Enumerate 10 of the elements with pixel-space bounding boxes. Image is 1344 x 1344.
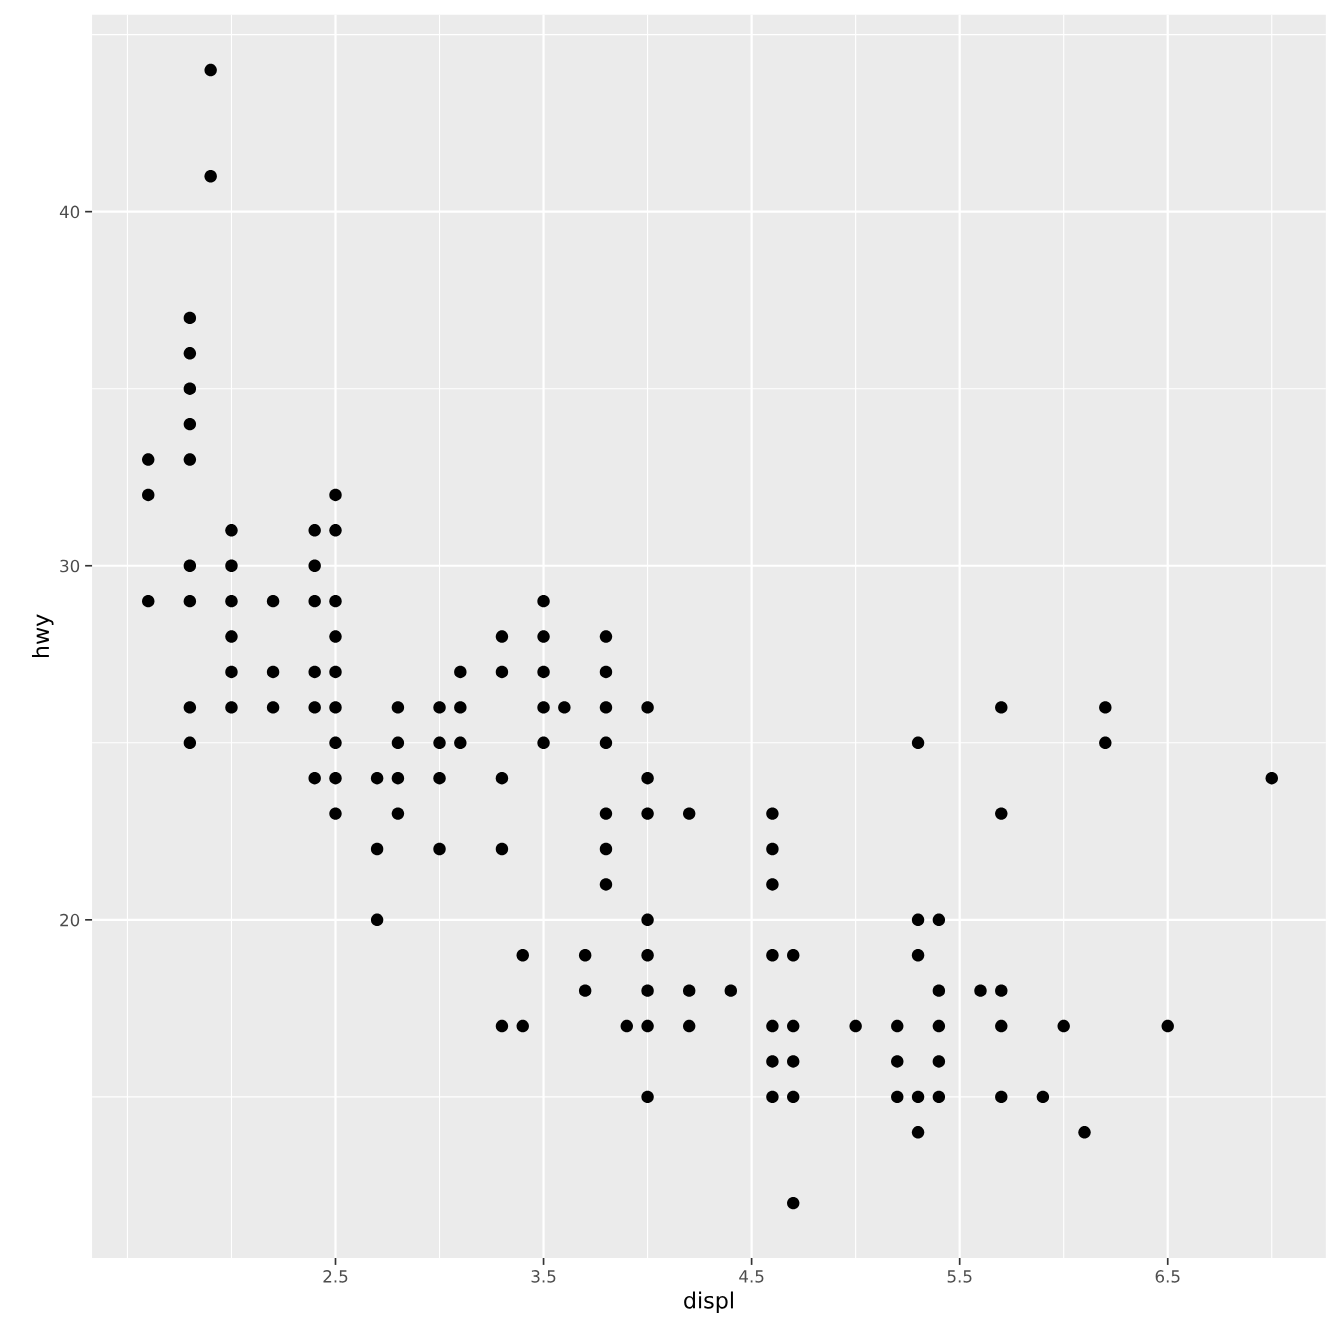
y-tick-label: 30	[60, 559, 80, 573]
x-tick-label: 6.5	[1155, 1270, 1180, 1283]
x-tick-label: 2.5	[323, 1270, 348, 1283]
y-axis-title: hwy	[31, 614, 54, 658]
x-axis-title: displ	[684, 1291, 733, 1313]
y-tick-label: 40	[59, 205, 80, 219]
y-tick-label: 20	[60, 913, 80, 927]
x-tick-label: 4.5	[739, 1270, 764, 1283]
x-tick-label: 5.5	[947, 1270, 972, 1283]
x-tick-label: 3.5	[531, 1270, 556, 1283]
